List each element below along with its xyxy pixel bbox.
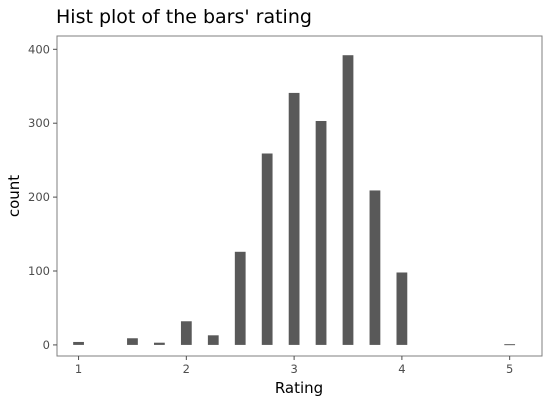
x-tick-label: 4	[398, 362, 405, 376]
x-tick-label: 5	[506, 362, 513, 376]
histogram-bar	[154, 342, 165, 345]
histogram-bar	[73, 341, 84, 345]
chart-title: Hist plot of the bars' rating	[56, 6, 312, 28]
x-axis-ticks: 1 2 3 4 5	[75, 356, 513, 376]
y-tick-label: 300	[28, 116, 50, 130]
y-axis-ticks: 0 100 200 300 400	[28, 42, 57, 352]
histogram-bar	[234, 251, 246, 345]
x-tick-label: 3	[290, 362, 297, 376]
histogram-bar	[288, 92, 300, 345]
histogram-bar	[127, 338, 138, 345]
histogram-bar	[261, 153, 273, 345]
histogram-bar	[342, 55, 354, 345]
histogram-bar	[369, 190, 381, 345]
y-tick-label: 0	[43, 338, 50, 352]
histogram-bar	[315, 120, 327, 345]
x-tick-label: 2	[183, 362, 190, 376]
x-tick-label: 1	[75, 362, 82, 376]
y-tick-label: 400	[28, 42, 50, 56]
histogram-bar	[396, 272, 408, 345]
y-tick-label: 200	[28, 190, 50, 204]
bars-group	[73, 55, 516, 346]
y-tick-label: 100	[28, 264, 50, 278]
histogram-bar	[207, 335, 219, 345]
x-axis-title: Rating	[275, 379, 323, 397]
histogram-bar	[504, 344, 516, 346]
plot-panel	[56, 35, 543, 357]
histogram-bar	[180, 321, 192, 345]
y-axis-title: count	[5, 175, 23, 217]
